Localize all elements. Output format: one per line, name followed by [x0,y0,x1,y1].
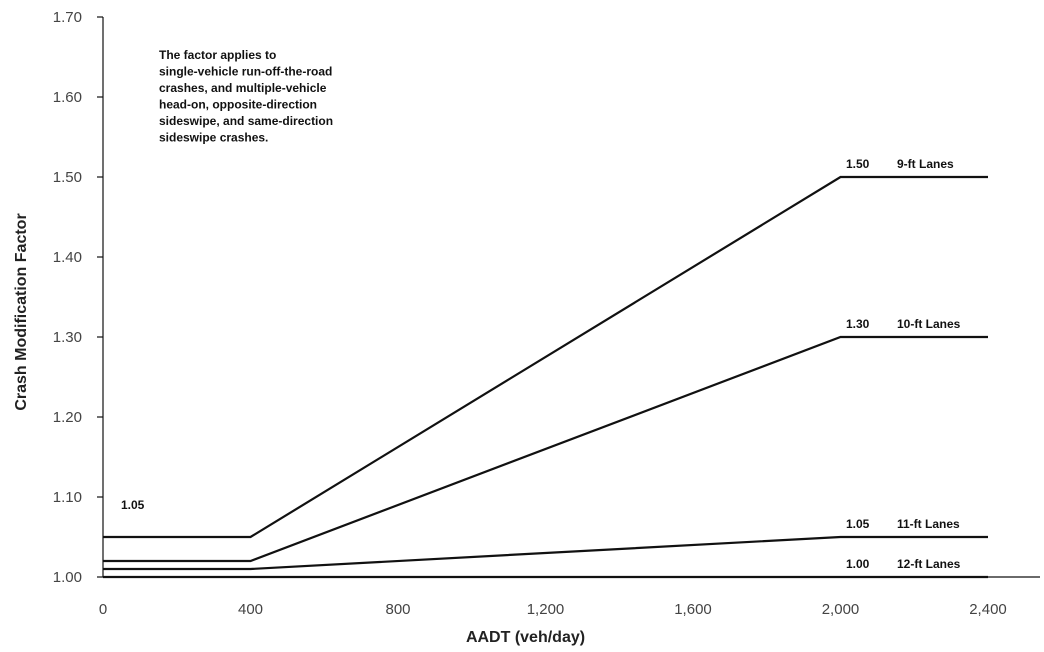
y-tick-label: 1.30 [53,329,82,346]
y-tick-label: 1.60 [53,89,82,106]
annotation-line: single-vehicle run-off-the-road [159,65,332,79]
x-tick-label: 1,600 [674,601,712,618]
series-name-label: 11-ft Lanes [897,517,960,531]
x-tick-label: 1,200 [527,601,565,618]
series-name-label: 12-ft Lanes [897,557,961,571]
y-tick-label: 1.00 [53,569,82,586]
y-tick-label: 1.20 [53,409,82,426]
y-tick-label: 1.40 [53,249,82,266]
series-value-label: 1.00 [846,557,870,571]
annotation-line: crashes, and multiple-vehicle [159,81,327,95]
series-lines [103,175,988,579]
y-tick-label: 1.50 [53,169,82,186]
y-tick-label: 1.70 [53,9,82,26]
x-axis-ticks: 0 400 800 1,200 1,600 2,000 2,400 [99,601,1007,618]
series-value-label: 1.30 [846,317,870,331]
annotation-line: head-on, opposite-direction [159,98,317,112]
start-value-label: 1.05 [121,498,145,512]
series-value-label: 1.50 [846,157,870,171]
data-labels: 1.50 9-ft Lanes 1.30 10-ft Lanes 1.05 11-ft L… [846,157,961,571]
series-line [103,535,988,571]
x-tick-label: 2,400 [969,601,1007,618]
annotation-line: sideswipe crashes. [159,131,268,145]
x-tick-label: 400 [238,601,263,618]
series-line [103,175,988,539]
series-line [103,335,988,563]
x-tick-label: 2,000 [822,601,860,618]
x-tick-label: 0 [99,601,107,618]
series-name-label: 10-ft Lanes [897,317,961,331]
annotation-line: The factor applies to [159,48,276,62]
y-tick-label: 1.10 [53,489,82,506]
annotation-line: sideswipe, and same-direction [159,114,333,128]
x-tick-label: 800 [385,601,410,618]
series-value-label: 1.05 [846,517,870,531]
chart-annotation: The factor applies to single-vehicle run… [159,48,336,145]
x-axis-title: AADT (veh/day) [466,629,585,646]
y-axis-ticks: 1.00 1.10 1.20 1.30 1.40 1.50 1.60 1.70 [53,9,103,586]
y-axis-title: Crash Modification Factor [13,213,30,410]
series-name-label: 9-ft Lanes [897,157,954,171]
